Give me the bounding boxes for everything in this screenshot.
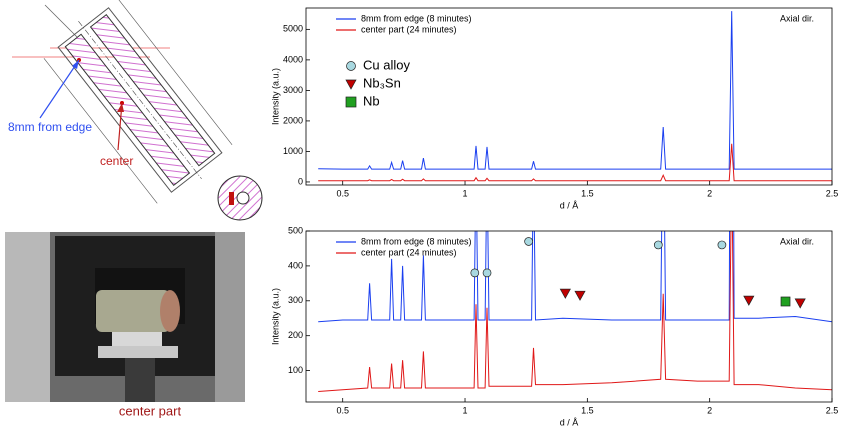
x-axis-label: d / Å xyxy=(560,417,579,427)
x-tick-label: 1.5 xyxy=(581,405,594,415)
phase-key-marker xyxy=(346,61,356,71)
legend-label: 8mm from edge (8 minutes) xyxy=(361,13,472,23)
diagram-label: 8mm from edge xyxy=(8,120,92,134)
phase-key-marker xyxy=(345,96,357,108)
y-axis-label: Intensity (a.u.) xyxy=(270,288,280,345)
phase-marker xyxy=(653,240,663,250)
phase-key-label: Nb₃Sn xyxy=(363,75,401,90)
x-tick-label: 0.5 xyxy=(336,188,349,198)
x-axis-label: d / Å xyxy=(560,200,579,210)
data-line xyxy=(318,143,832,182)
plot-frame xyxy=(305,7,833,186)
phase-marker xyxy=(794,298,806,309)
schematic: 8mm from edge center xyxy=(8,0,263,221)
data-line xyxy=(318,231,832,323)
phase-marker xyxy=(574,290,586,301)
phase-marker xyxy=(717,240,727,250)
phase-key-label: Nb xyxy=(363,93,380,108)
phase-marker xyxy=(743,295,755,306)
diagram-label: center xyxy=(100,154,133,168)
y-tick-label: 2000 xyxy=(283,115,303,125)
x-tick-label: 2 xyxy=(707,188,712,198)
phase-key-marker xyxy=(345,79,357,90)
phase-marker xyxy=(780,296,791,307)
y-tick-label: 0 xyxy=(298,176,303,186)
y-axis-label: Intensity (a.u.) xyxy=(270,68,280,125)
y-tick-label: 500 xyxy=(288,225,303,235)
photo-caption: center part xyxy=(119,403,182,418)
x-tick-label: 0.5 xyxy=(336,405,349,415)
y-tick-label: 3000 xyxy=(283,85,303,95)
x-tick-label: 2 xyxy=(707,405,712,415)
data-line xyxy=(318,231,832,392)
phase-marker xyxy=(470,268,480,278)
y-tick-label: 200 xyxy=(288,330,303,340)
x-tick-label: 1 xyxy=(463,188,468,198)
y-tick-label: 5000 xyxy=(283,24,303,34)
x-tick-label: 1 xyxy=(463,405,468,415)
annotation: Axial dir. xyxy=(780,236,814,246)
phase-marker xyxy=(559,288,571,299)
legend-label: 8mm from edge (8 minutes) xyxy=(361,236,472,246)
legend-label: center part (24 minutes) xyxy=(361,247,457,257)
phase-marker xyxy=(482,268,492,278)
plot-frame xyxy=(305,230,833,403)
phase-marker xyxy=(524,237,533,246)
y-tick-label: 300 xyxy=(288,295,303,305)
x-tick-label: 2.5 xyxy=(826,188,839,198)
y-tick-label: 4000 xyxy=(283,54,303,64)
y-tick-label: 100 xyxy=(288,365,303,375)
x-tick-label: 1.5 xyxy=(581,188,594,198)
x-tick-label: 2.5 xyxy=(826,405,839,415)
y-tick-label: 400 xyxy=(288,260,303,270)
annotation: Axial dir. xyxy=(780,13,814,23)
photo: center part xyxy=(5,232,245,418)
legend-label: center part (24 minutes) xyxy=(361,24,457,34)
y-tick-label: 1000 xyxy=(283,146,303,156)
phase-key-label: Cu alloy xyxy=(363,57,410,72)
data-line xyxy=(318,11,832,170)
